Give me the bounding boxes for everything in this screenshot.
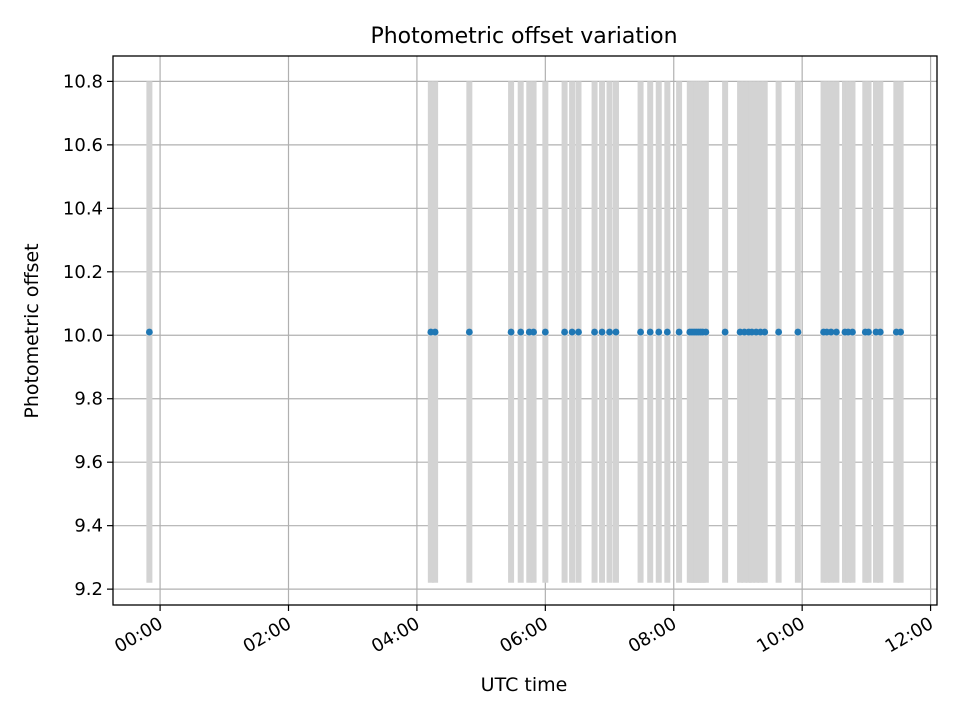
data-point — [517, 328, 525, 336]
chart-title: Photometric offset variation — [370, 24, 677, 49]
data-point — [637, 328, 644, 336]
data-point — [646, 328, 654, 336]
data-point — [761, 328, 769, 336]
data-point — [775, 328, 783, 336]
data-points — [145, 328, 905, 336]
data-point — [849, 328, 856, 336]
y-tick-label: 9.4 — [74, 516, 103, 537]
data-point — [431, 328, 439, 336]
data-point — [827, 328, 835, 336]
data-point — [794, 328, 802, 336]
y-tick-label: 10.2 — [63, 262, 103, 283]
data-point — [663, 328, 671, 336]
y-tick-label: 10.6 — [63, 135, 103, 156]
data-point — [561, 328, 568, 336]
x-axis-title: UTC time — [481, 674, 568, 696]
data-point — [541, 328, 549, 336]
data-point — [876, 328, 884, 336]
data-point — [575, 328, 582, 336]
data-point — [702, 328, 710, 336]
data-point — [591, 328, 598, 336]
data-point — [612, 328, 620, 336]
data-point — [721, 328, 729, 336]
data-point — [507, 328, 515, 336]
y-axis-ticks: 9.2 9.4 9.6 9.8 10.0 10.2 10.4 10.6 10.8 — [63, 71, 113, 600]
y-tick-label: 10.0 — [63, 325, 103, 346]
data-point — [655, 328, 663, 336]
y-tick-label: 10.8 — [63, 71, 103, 92]
data-point — [833, 328, 840, 336]
data-point — [530, 328, 537, 336]
y-tick-label: 10.4 — [63, 198, 103, 219]
data-point — [865, 328, 872, 336]
y-tick-label: 9.2 — [74, 579, 103, 600]
data-point — [465, 328, 473, 336]
data-point — [145, 328, 153, 336]
y-tick-label: 9.6 — [74, 452, 103, 473]
data-point — [675, 328, 683, 336]
data-point — [598, 328, 606, 336]
y-axis-title: Photometric offset — [21, 243, 43, 418]
data-point — [568, 328, 576, 336]
data-point — [606, 328, 613, 336]
plot-area-frame — [112, 55, 938, 606]
y-tick-label: 9.8 — [74, 389, 103, 410]
data-point — [897, 328, 905, 336]
